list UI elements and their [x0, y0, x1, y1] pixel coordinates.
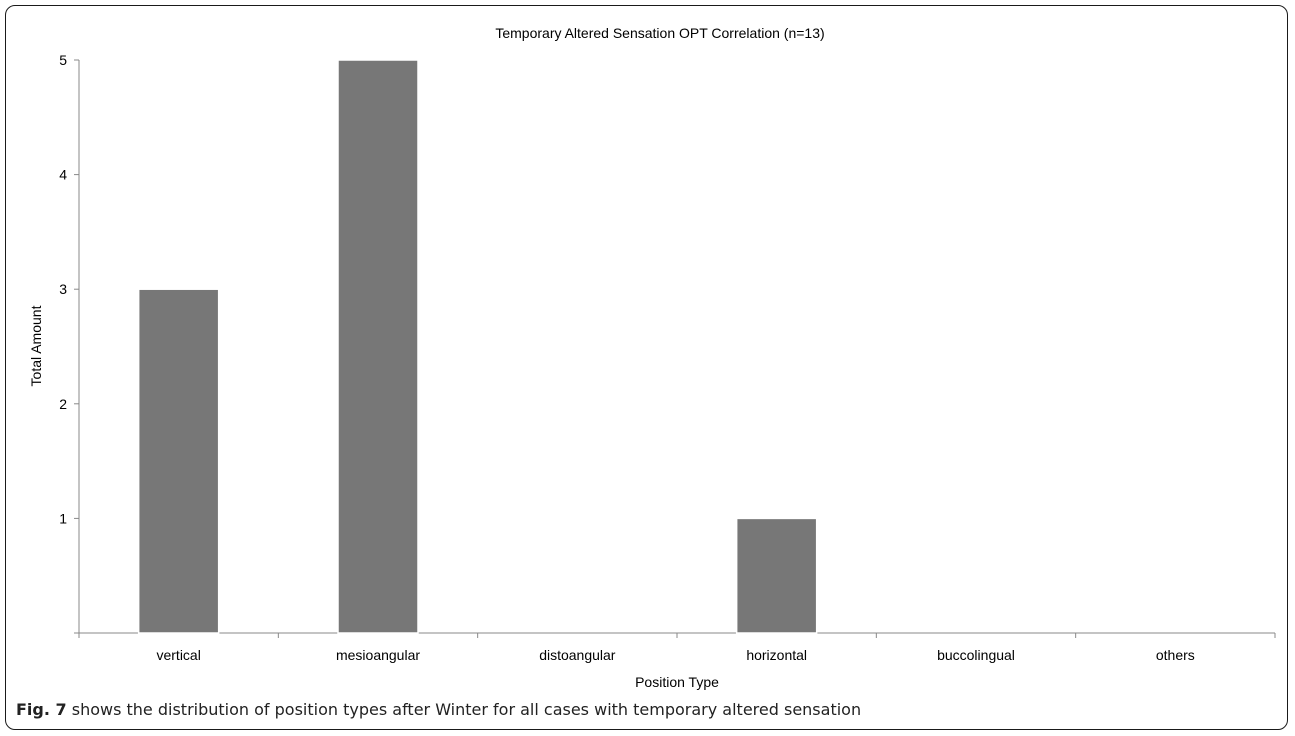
- caption-text: shows the distribution of position types…: [66, 700, 862, 719]
- y-axis-label: Total Amount: [28, 305, 44, 386]
- ticks: 1 2 3 4 5 vertical mesioangular distoangular hor…: [59, 52, 1276, 663]
- x-tick-label: horizontal: [746, 647, 807, 663]
- x-tick-label: mesioangular: [336, 647, 420, 663]
- bar: [337, 59, 419, 634]
- x-tick-label: vertical: [156, 647, 200, 663]
- x-axis-label: Position Type: [635, 674, 719, 690]
- y-tick-label: 3: [59, 281, 67, 297]
- y-tick-label: 1: [59, 510, 67, 526]
- figure-caption: Fig. 7 shows the distribution of positio…: [16, 700, 861, 719]
- x-tick-label: others: [1156, 647, 1195, 663]
- caption-label: Fig. 7: [16, 700, 67, 719]
- y-tick-label: 5: [59, 52, 67, 68]
- y-tick-label: 2: [59, 396, 67, 412]
- x-tick-label: distoangular: [539, 647, 616, 663]
- chart-title: Temporary Altered Sensation OPT Correlat…: [495, 25, 824, 41]
- y-tick-label: 4: [59, 167, 67, 183]
- x-tick-label: buccolingual: [937, 647, 1015, 663]
- bar: [137, 288, 220, 634]
- axes: [78, 60, 1275, 634]
- bar: [735, 517, 818, 634]
- bars: [137, 59, 818, 634]
